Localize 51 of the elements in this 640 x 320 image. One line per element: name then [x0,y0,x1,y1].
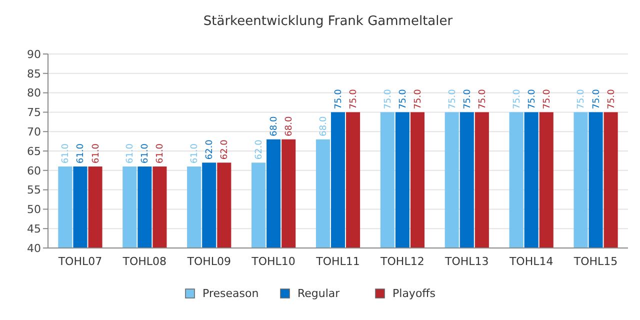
data-label: 61.0 [61,143,72,164]
x-tick-label: TOHL12 [380,255,424,268]
x-tick-label: TOHL09 [186,255,231,268]
y-tick-label: 65 [27,144,41,158]
data-label: 75.0 [413,88,424,110]
data-label: 61.0 [156,143,166,164]
x-tick-label: TOHL15 [572,255,618,268]
x-tick-label: TOHL08 [122,255,167,268]
y-tick-label: 85 [27,67,41,80]
data-label: 75.0 [462,88,473,110]
data-label: 75.0 [527,88,538,110]
y-tick-label: 90 [27,48,41,61]
data-label: 75.0 [512,88,522,110]
y-tick-label: 70 [27,125,41,138]
data-label: 75.0 [478,88,488,110]
data-label: 62.0 [220,139,230,160]
data-label: 62.0 [254,139,265,160]
y-tick-label: 45 [27,222,41,236]
data-label: 68.0 [270,116,280,136]
x-tick-label: TOHL10 [250,255,296,268]
y-tick-label: 55 [27,184,41,197]
data-label: 61.0 [140,143,151,164]
x-tick-label: TOHL13 [444,255,489,268]
chart-title: Stärkeentwicklung Frank Gammeltaler [203,14,454,29]
data-label: 75.0 [334,88,344,110]
data-label: 61.0 [190,143,200,164]
legend-label: Preseason [202,286,259,300]
data-label: 75.0 [542,88,552,110]
data-label: 68.0 [284,116,295,136]
data-label: 75.0 [349,88,360,110]
y-tick-label: 60 [27,164,41,178]
data-label: 75.0 [592,88,602,110]
data-label: 75.0 [448,88,458,110]
legend-label: Playoffs [392,286,436,300]
y-tick-label: 40 [27,242,41,255]
data-label: 61.0 [76,143,86,164]
data-label: 75.0 [383,88,394,110]
data-label: 61.0 [126,143,136,164]
y-tick-label: 50 [27,203,41,216]
data-label: 75.0 [576,88,587,110]
y-tick-label: 75 [27,106,41,120]
x-tick-label: TOHL07 [57,255,102,268]
legend-label: Regular [298,286,340,300]
y-tick-label: 80 [27,86,41,100]
data-label: 61.0 [91,143,102,164]
x-tick-label: TOHL11 [315,255,360,268]
x-tick-label: TOHL14 [508,255,554,268]
data-label: 62.0 [205,139,216,160]
data-label: 75.0 [606,88,617,110]
data-label: 75.0 [398,88,408,110]
data-label: 68.0 [318,116,329,136]
